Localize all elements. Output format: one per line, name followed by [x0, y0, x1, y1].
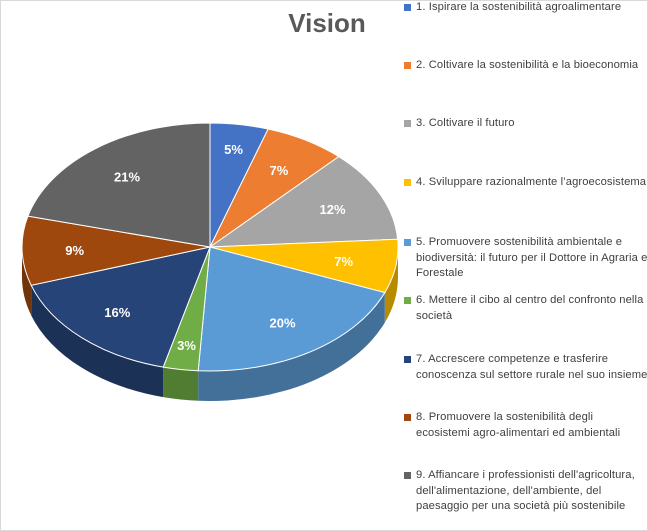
legend-label-6: 6. Mettere il cibo al centro del confron… [416, 294, 644, 322]
pie-side-7 [31, 285, 164, 398]
data-label-7: 16% [104, 305, 130, 320]
pie-slice-9 [27, 122, 211, 248]
legend-label-5: 5. Promuovere sostenibilità ambientale e… [416, 236, 648, 279]
data-label-1: 5% [224, 142, 243, 157]
legend-swatch-5 [404, 239, 411, 246]
legend-label-8: 8. Promuovere la sostenibilità degli eco… [416, 411, 621, 439]
legend-item-1: 1. Ispirare la sostenibilità agroaliment… [404, 0, 648, 16]
legend-label-4: 4. Sviluppare razionalmente l’agroecosis… [416, 176, 647, 188]
legend-label-7: 7. Accrescere competenze e trasferire co… [416, 353, 648, 381]
legend-swatch-7 [404, 356, 411, 363]
data-label-9: 21% [114, 170, 140, 185]
legend-label-2: 2. Coltivare la sostenibilità e la bioec… [416, 59, 639, 71]
legend-label-9: 9. Affiancare i professionisti dell'agri… [416, 469, 635, 512]
legend-swatch-2 [404, 62, 411, 69]
legend-swatch-8 [404, 414, 411, 421]
data-label-2: 7% [270, 163, 289, 178]
chart-title: Vision [288, 8, 366, 38]
legend-item-8: 8. Promuovere la sostenibilità degli eco… [404, 410, 648, 441]
data-label-5: 20% [269, 315, 295, 330]
legend-swatch-6 [404, 297, 411, 304]
legend-item-6: 6. Mettere il cibo al centro del confron… [404, 293, 648, 324]
data-label-8: 9% [65, 243, 84, 258]
legend-item-3: 3. Coltivare il futuro [404, 116, 648, 132]
data-label-4: 7% [334, 254, 353, 269]
legend-swatch-9 [404, 472, 411, 479]
legend-label-1: 1. Ispirare la sostenibilità agroaliment… [416, 1, 622, 13]
legend-item-7: 7. Accrescere competenze e trasferire co… [404, 352, 648, 383]
legend-label-3: 3. Coltivare il futuro [416, 117, 515, 129]
pie-slice-5 [197, 246, 386, 372]
pie-slice-7 [30, 246, 211, 368]
legend-item-9: 9. Affiancare i professionisti dell'agri… [404, 468, 648, 515]
data-label-6: 3% [177, 338, 196, 353]
pie-slice-8 [21, 215, 211, 286]
pie-side-8 [22, 247, 32, 316]
data-label-3: 12% [319, 202, 345, 217]
legend-swatch-3 [404, 120, 411, 127]
pie-side-4 [384, 247, 398, 323]
legend-swatch-1 [404, 4, 411, 11]
legend-item-5: 5. Promuovere sostenibilità ambientale e… [404, 235, 648, 282]
pie-side-5 [198, 292, 385, 401]
legend-item-2: 2. Coltivare la sostenibilità e la bioec… [404, 58, 648, 74]
legend-swatch-4 [404, 179, 411, 186]
pie-side-6 [163, 367, 199, 401]
legend-item-4: 4. Sviluppare razionalmente l’agroecosis… [404, 175, 648, 191]
pie-slice-3 [208, 156, 399, 248]
